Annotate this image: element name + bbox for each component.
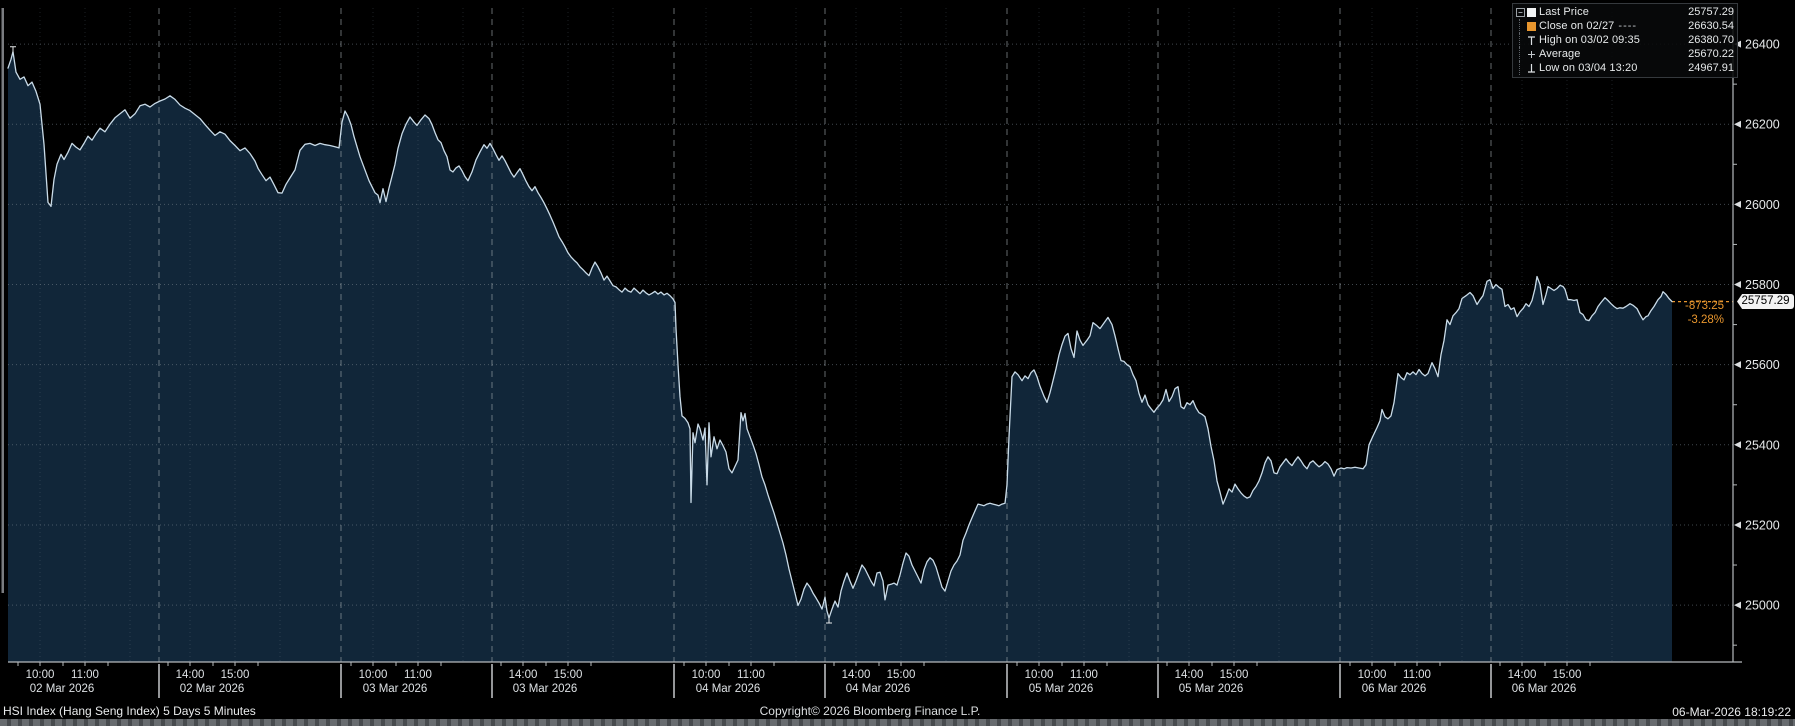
legend-tree-line (1519, 61, 1526, 75)
y-axis-label: 26200 (1745, 118, 1780, 132)
legend-value: 25670.22 (1688, 48, 1734, 60)
time-label: 15:00 (1220, 669, 1249, 681)
time-label: 14:00 (1175, 669, 1204, 681)
time-label: 15:00 (1553, 669, 1582, 681)
left-edge-highlight (1, 8, 4, 593)
time-label: 14:00 (1508, 669, 1537, 681)
legend-label: Close on 02/27 ---- (1539, 20, 1638, 32)
time-label: 11:00 (737, 669, 765, 681)
date-label: 06 Mar 2026 (1362, 683, 1427, 695)
time-label: 11:00 (71, 669, 99, 681)
date-label: 05 Mar 2026 (1029, 683, 1094, 695)
timestamp: 06-Mar-2026 18:19:22 (1672, 705, 1791, 719)
time-label: 11:00 (404, 669, 432, 681)
legend-tree-line (1519, 33, 1526, 47)
date-label: 06 Mar 2026 (1512, 683, 1577, 695)
time-label: 15:00 (887, 669, 916, 681)
low-marker-icon (826, 616, 832, 624)
status-bar: HSI Index (Hang Seng Index) 5 Days 5 Min… (0, 702, 1795, 719)
legend-tree-line (1519, 19, 1526, 33)
date-label: 05 Mar 2026 (1179, 683, 1244, 695)
time-label: 14:00 (842, 669, 871, 681)
legend-row[interactable]: Last Price 25757.29 (1515, 5, 1734, 19)
orange-square-icon (1526, 21, 1539, 32)
high-marker-icon (10, 46, 16, 53)
low-marker-icon (1526, 63, 1539, 74)
legend-value: 26380.70 (1688, 34, 1734, 46)
high-marker-icon (1526, 35, 1539, 46)
white-square-icon (1527, 7, 1536, 17)
avg-glyph-icon (1526, 50, 1537, 58)
y-axis-label: 25800 (1745, 278, 1780, 292)
price-line (7, 51, 1673, 619)
legend-row[interactable]: Close on 02/27 ---- 26630.54 (1515, 19, 1734, 33)
orange-square-icon (1527, 21, 1536, 31)
y-tick-arrow (1734, 281, 1741, 289)
low-glyph-icon (1528, 63, 1535, 73)
date-label: 03 Mar 2026 (513, 683, 578, 695)
date-label: 04 Mar 2026 (696, 683, 761, 695)
legend-label: Low on 03/04 13:20 (1539, 62, 1638, 74)
y-tick-arrow (1734, 521, 1741, 529)
copyright-text: Copyright© 2026 Bloomberg Finance L.P. (759, 704, 981, 718)
date-label: 03 Mar 2026 (363, 683, 428, 695)
time-label: 14:00 (176, 669, 205, 681)
pct-change-value: -3.28% (1687, 313, 1724, 326)
legend-row[interactable]: Low on 03/04 13:20 24967.91 (1515, 61, 1734, 75)
y-axis-label: 25600 (1745, 358, 1780, 372)
time-label: 10:00 (26, 669, 55, 681)
y-tick-arrow (1734, 441, 1741, 449)
y-axis-label: 25000 (1745, 599, 1780, 613)
date-label: 02 Mar 2026 (180, 683, 245, 695)
time-label: 10:00 (1025, 669, 1054, 681)
collapse-box-icon (1516, 7, 1525, 17)
y-tick-arrow (1734, 120, 1741, 128)
net-change-value: -873.25 (1684, 300, 1724, 312)
time-label: 10:00 (692, 669, 721, 681)
y-tick-arrow (1734, 601, 1741, 609)
chart-title: HSI Index (Hang Seng Index) 5 Days 5 Min… (3, 704, 256, 718)
date-label: 02 Mar 2026 (30, 683, 95, 695)
time-label: 15:00 (554, 669, 583, 681)
date-label: 04 Mar 2026 (846, 683, 911, 695)
y-axis-label: 26000 (1745, 198, 1780, 212)
legend-label: Last Price (1539, 6, 1589, 18)
avg-marker-icon (1526, 49, 1539, 60)
net-change-readout: -873.25 -3.28% (1652, 300, 1724, 327)
dashed-line-style-icon: ---- (1618, 20, 1638, 32)
bottom-panel-edge (0, 719, 1795, 726)
y-axis-label: 25200 (1745, 518, 1780, 532)
high-glyph-icon (1528, 35, 1535, 45)
time-label: 10:00 (359, 669, 388, 681)
time-label: 15:00 (221, 669, 250, 681)
area-fill (8, 51, 1672, 662)
legend-value: 24967.91 (1688, 62, 1734, 74)
legend-label: High on 03/02 09:35 (1539, 34, 1640, 46)
y-axis-label: 25400 (1745, 438, 1780, 452)
legend-tree-line (1519, 47, 1526, 61)
legend-row[interactable]: High on 03/02 09:35 26380.70 (1515, 33, 1734, 47)
last-price-callout: 25757.29 (1737, 294, 1794, 309)
legend-row[interactable]: Average 25670.22 (1515, 47, 1734, 61)
y-axis-label: 26400 (1745, 38, 1780, 52)
y-tick-arrow (1734, 200, 1741, 208)
y-tick-arrow (1734, 361, 1741, 369)
legend-collapse-toggle[interactable] (1515, 7, 1526, 17)
time-label: 10:00 (1358, 669, 1387, 681)
legend-value: 26630.54 (1688, 20, 1734, 32)
time-label: 14:00 (509, 669, 538, 681)
time-label: 11:00 (1070, 669, 1098, 681)
time-label: 11:00 (1403, 669, 1431, 681)
legend-value: 25757.29 (1688, 6, 1734, 18)
white-square-icon (1526, 7, 1539, 18)
legend-label: Average (1539, 48, 1581, 60)
chart-legend[interactable]: Last Price 25757.29 Close on 02/27 ---- 2663… (1512, 3, 1738, 78)
